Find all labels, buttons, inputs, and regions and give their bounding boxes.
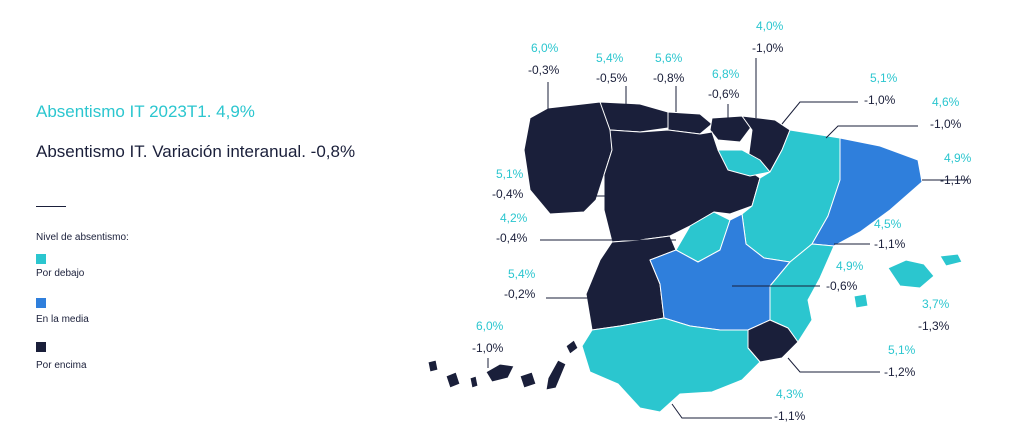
label-cataluna-value: 4,9% — [944, 151, 972, 165]
region-galicia — [523, 101, 613, 215]
legend-title: Nivel de absentismo: — [36, 232, 129, 243]
label-galicia-value: 6,0% — [531, 41, 559, 55]
label-aragon-change: -1,0% — [930, 117, 962, 131]
region-andalucia — [581, 317, 761, 413]
label-castilla-leon-change: -0,4% — [492, 187, 524, 201]
legend-swatch-above — [36, 342, 46, 352]
label-andalucia-value: 4,3% — [776, 387, 804, 401]
label-aragon-value: 4,6% — [932, 95, 960, 109]
label-extremadura-value: 5,4% — [508, 267, 536, 281]
region-canarias-1 — [427, 359, 439, 373]
region-castilla-leon — [603, 129, 761, 243]
label-cantabria-change: -0,8% — [653, 71, 685, 85]
label-murcia-change: -1,2% — [884, 365, 916, 379]
label-navarra-change: -1,0% — [752, 41, 784, 55]
region-asturias — [599, 101, 669, 133]
legend-swatch-average — [36, 298, 46, 308]
region-comunidad-valenciana — [769, 243, 835, 343]
label-cataluna-change: -1,1% — [940, 173, 972, 187]
label-andalucia-change: -1,1% — [774, 409, 806, 423]
leader-andalucia — [671, 403, 772, 419]
region-cataluna — [811, 137, 923, 247]
region-canarias-2 — [445, 371, 461, 389]
region-baleares — [887, 259, 935, 289]
region-canarias-lanzarote — [565, 339, 579, 355]
legend-label-average: En la media — [36, 314, 89, 325]
label-pais-vasco-change: -0,6% — [708, 87, 740, 101]
label-comunidad-valenciana-change: -1,1% — [874, 237, 906, 251]
region-canarias-3 — [469, 375, 479, 389]
label-asturias-change: -0,5% — [596, 71, 628, 85]
label-canarias-change: -1,0% — [472, 341, 504, 355]
region-baleares-ibiza — [853, 293, 869, 309]
label-la-rioja-value: 5,1% — [870, 71, 898, 85]
legend-divider — [36, 206, 66, 207]
leader-murcia — [787, 357, 880, 373]
label-baleares-value: 3,7% — [922, 297, 950, 311]
legend-label-above: Por encima — [36, 360, 87, 371]
absentismo-title: Absentismo IT 2023T1. 4,9% — [36, 102, 255, 121]
region-canarias-tenerife — [485, 363, 515, 383]
label-la-rioja-change: -1,0% — [864, 93, 896, 107]
label-comunidad-valenciana-value: 4,5% — [874, 217, 902, 231]
label-castilla-la-mancha-change: -0,6% — [826, 279, 858, 293]
region-canarias-gran-canaria — [519, 371, 537, 389]
label-cantabria-value: 5,6% — [655, 51, 683, 65]
legend-label-below: Por debajo — [36, 268, 85, 279]
label-asturias-value: 5,4% — [596, 51, 624, 65]
label-navarra-value: 4,0% — [756, 19, 784, 33]
label-castilla-leon-value: 5,1% — [496, 167, 524, 181]
label-murcia-value: 5,1% — [888, 343, 916, 357]
legend-swatch-below — [36, 254, 46, 264]
region-baleares-menorca — [939, 253, 963, 267]
label-pais-vasco-value: 6,8% — [712, 67, 740, 81]
region-canarias-fuerteventura — [545, 359, 567, 391]
leader-la-rioja — [781, 101, 858, 125]
label-canarias-value: 6,0% — [476, 319, 504, 333]
label-castilla-la-mancha-value: 4,9% — [836, 259, 864, 273]
label-madrid-value: 4,2% — [500, 211, 528, 225]
label-madrid-change: -0,4% — [496, 231, 528, 245]
leader-aragon — [825, 125, 918, 139]
region-cantabria — [667, 111, 713, 135]
label-galicia-change: -0,3% — [528, 63, 560, 77]
label-extremadura-change: -0,2% — [504, 287, 536, 301]
label-baleares-change: -1,3% — [918, 319, 950, 333]
variacion-title: Absentismo IT. Variación interanual. -0,… — [36, 142, 356, 161]
legend-panel: Absentismo IT 2023T1. 4,9% Absentismo IT… — [0, 0, 420, 446]
